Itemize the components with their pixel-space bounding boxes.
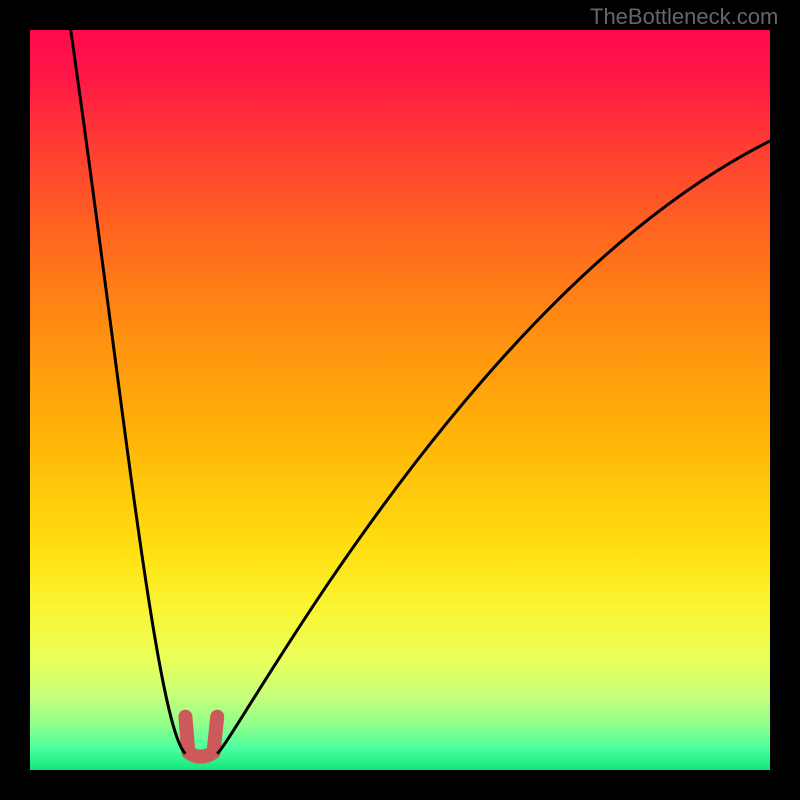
- watermark-text: TheBottleneck.com: [590, 4, 778, 30]
- frame-bottom: [0, 770, 800, 800]
- bottleneck-svg: [30, 30, 770, 770]
- frame-left: [0, 0, 30, 800]
- frame-right: [770, 0, 800, 800]
- gradient-background: [30, 30, 770, 770]
- plot-area: [30, 30, 770, 770]
- chart-stage: TheBottleneck.com: [0, 0, 800, 800]
